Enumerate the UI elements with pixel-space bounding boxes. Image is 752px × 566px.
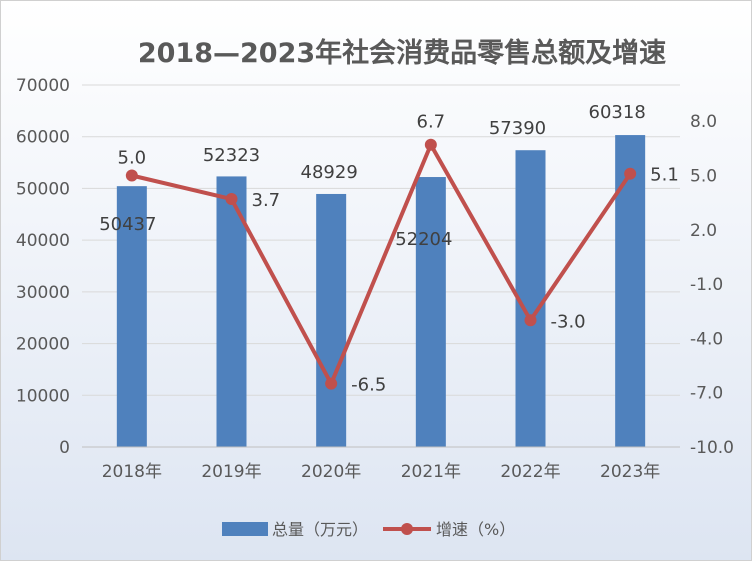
line-data-label: -3.0 (551, 311, 586, 332)
x-axis-tick-label: 2022年 (500, 462, 560, 482)
left-axis-tick-label: 60000 (16, 128, 70, 148)
left-axis-tick-label: 20000 (16, 335, 70, 355)
line-data-label: 3.7 (252, 190, 281, 211)
right-axis-tick-label: -1.0 (690, 275, 723, 295)
legend-line-marker (401, 523, 413, 535)
bar (615, 135, 646, 448)
bar (415, 177, 446, 447)
bar (515, 150, 546, 447)
line-data-label: 5.0 (118, 148, 147, 169)
legend-line-label: 增速（%） (436, 520, 515, 539)
data-labels: 50437 52323 48929 52204 57390 60318 5.0 3.7 -6.5… (99, 102, 679, 396)
right-axis-tick-label: 5.0 (690, 167, 717, 187)
right-axis-tick-label: -7.0 (690, 384, 723, 404)
left-axis-tick-label: 30000 (16, 283, 70, 303)
bar-data-label: 60318 (589, 102, 646, 123)
line-point (524, 314, 537, 327)
line-point (125, 169, 138, 182)
bar-data-label: 48929 (301, 162, 358, 183)
bar-data-label: 52204 (395, 229, 452, 250)
left-axis-tick-label: 40000 (16, 231, 70, 251)
left-axis-tick-label: 10000 (16, 386, 70, 406)
chart-title: 2018—2023年社会消费品零售总额及增速 (138, 37, 666, 69)
x-axis-tick-label: 2018年 (102, 462, 162, 482)
bar-data-label: 52323 (203, 145, 260, 166)
right-axis-tick-label: 2.0 (690, 221, 717, 241)
line-data-label: -6.5 (351, 375, 386, 396)
line-data-label: 6.7 (417, 112, 446, 133)
bar-data-label: 57390 (489, 118, 546, 139)
left-axis-tick-label: 0 (59, 438, 70, 458)
x-axis-tick-label: 2020年 (301, 462, 361, 482)
bar (316, 193, 347, 447)
right-axis-tick-label: -10.0 (690, 438, 734, 458)
line-point (424, 138, 437, 151)
growth-line (131, 142, 632, 386)
axes: 0 10000 20000 30000 40000 50000 60000 70000 -10.… (16, 76, 734, 482)
right-axis-tick-label: -4.0 (690, 329, 723, 349)
line-point (624, 167, 637, 180)
x-axis-tick-label: 2023年 (600, 462, 660, 482)
legend: 总量（万元） 增速（%） (222, 520, 515, 539)
line-series (125, 138, 637, 390)
left-axis-tick-label: 70000 (16, 76, 70, 96)
bar (116, 186, 147, 448)
line-point (225, 193, 238, 206)
left-axis-tick-label: 50000 (16, 179, 70, 199)
bar-data-label: 50437 (99, 214, 156, 235)
x-axis-tick-label: 2021年 (401, 462, 461, 482)
line-data-label: 5.1 (650, 165, 679, 186)
legend-bar-swatch (222, 522, 268, 536)
legend-bar-label: 总量（万元） (272, 520, 368, 539)
x-axis-tick-label: 2019年 (201, 462, 261, 482)
right-axis-tick-label: 8.0 (690, 112, 717, 132)
line-point (325, 377, 338, 390)
